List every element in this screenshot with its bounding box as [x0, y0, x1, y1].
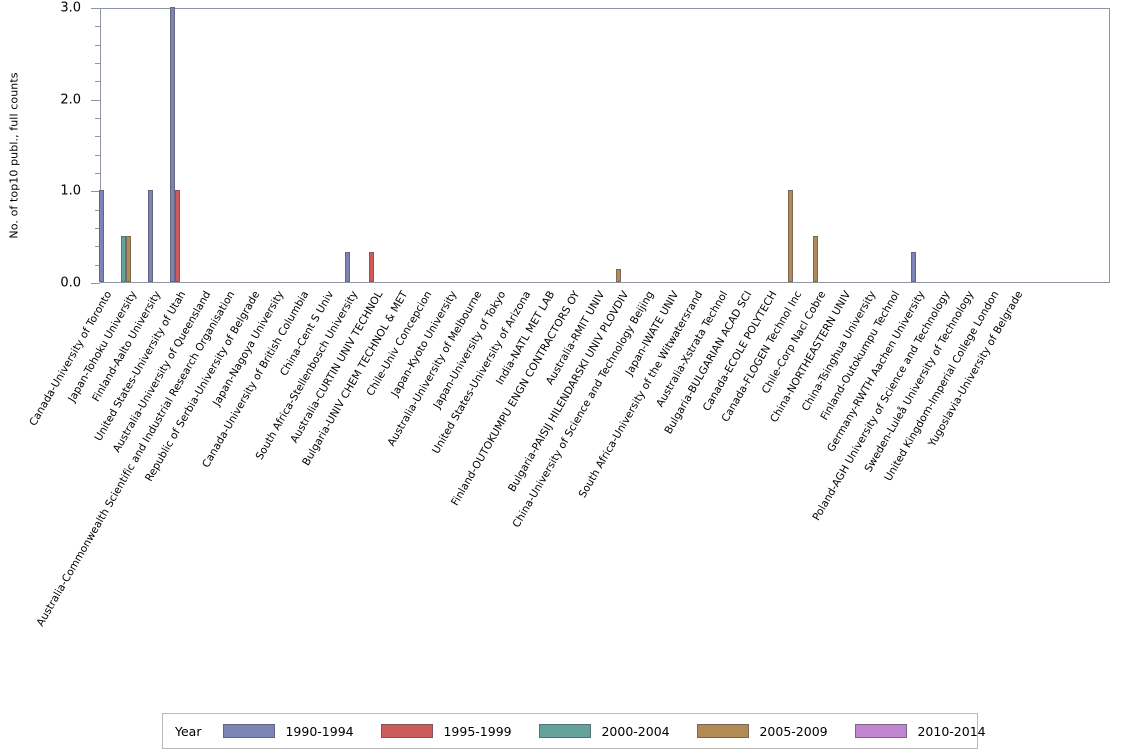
- legend-color-swatch: [223, 724, 276, 738]
- legend-label: 1995-1999: [443, 723, 512, 739]
- legend-entry[interactable]: 2000-2004: [539, 724, 673, 739]
- legend-title: Year: [175, 723, 202, 739]
- y-minor-tick: [95, 246, 100, 248]
- legend-color-swatch: [539, 724, 592, 738]
- legend-entry[interactable]: 2005-2009: [697, 724, 831, 739]
- bar: [174, 190, 180, 282]
- bar: [120, 236, 126, 282]
- y-major-tick: [91, 283, 100, 284]
- bar: [788, 190, 794, 282]
- y-axis-title-text: No. of top10 publ., full counts: [7, 71, 21, 239]
- y-minor-tick: [95, 136, 100, 138]
- legend-entries: 1990-1994 1995-1999 2000-2004 2005-2009 2010…: [223, 724, 1013, 739]
- bar: [147, 190, 153, 282]
- y-axis-title: No. of top10 publ., full counts: [4, 40, 24, 270]
- y-major-tick: [91, 99, 100, 101]
- y-tick-label: 3.0: [60, 0, 81, 16]
- y-tick-label: 0.0: [60, 275, 81, 291]
- y-minor-tick: [95, 44, 100, 46]
- legend-entry[interactable]: 1995-1999: [381, 724, 515, 739]
- y-minor-tick: [95, 63, 100, 64]
- bar: [169, 7, 175, 282]
- y-minor-tick: [95, 154, 100, 156]
- bar: [911, 251, 917, 282]
- legend: Year 1990-1994 1995-1999 2000-2004 2005-200…: [162, 713, 986, 749]
- legend-label: 2000-2004: [601, 723, 670, 739]
- bar: [344, 251, 350, 282]
- y-axis-ticks: 0.0 1.0 2.0 3.0: [60, 1, 100, 291]
- y-minor-tick: [95, 209, 100, 211]
- bar: [98, 190, 104, 282]
- y-minor-tick: [95, 26, 100, 28]
- x-axis-labels: Canada-University of Toronto Japan-Tohoku…: [27, 285, 1110, 705]
- bar: [125, 236, 131, 282]
- bar: [615, 269, 621, 282]
- bars-container: [98, 7, 1109, 282]
- y-major-tick: [91, 191, 100, 193]
- legend-entry[interactable]: 2010-2014: [855, 724, 989, 739]
- y-major-tick: [91, 8, 100, 9]
- y-minor-tick: [95, 173, 100, 174]
- legend-color-swatch: [381, 724, 434, 738]
- legend-entry[interactable]: 1990-1994: [223, 724, 357, 739]
- bar: [812, 236, 818, 282]
- y-minor-tick: [95, 228, 100, 229]
- bar: [369, 251, 375, 282]
- legend-color-swatch: [855, 724, 908, 738]
- legend-label: 2005-2009: [759, 723, 828, 739]
- legend-label: 1990-1994: [285, 723, 354, 739]
- y-tick-label: 2.0: [60, 92, 81, 108]
- plot-area: [98, 7, 1110, 283]
- y-tick-label: 1.0: [60, 183, 81, 199]
- y-minor-tick: [95, 264, 100, 266]
- legend-label: 2010-2014: [917, 723, 986, 739]
- y-minor-tick: [95, 118, 100, 119]
- y-minor-tick: [95, 81, 100, 83]
- legend-color-swatch: [697, 724, 750, 738]
